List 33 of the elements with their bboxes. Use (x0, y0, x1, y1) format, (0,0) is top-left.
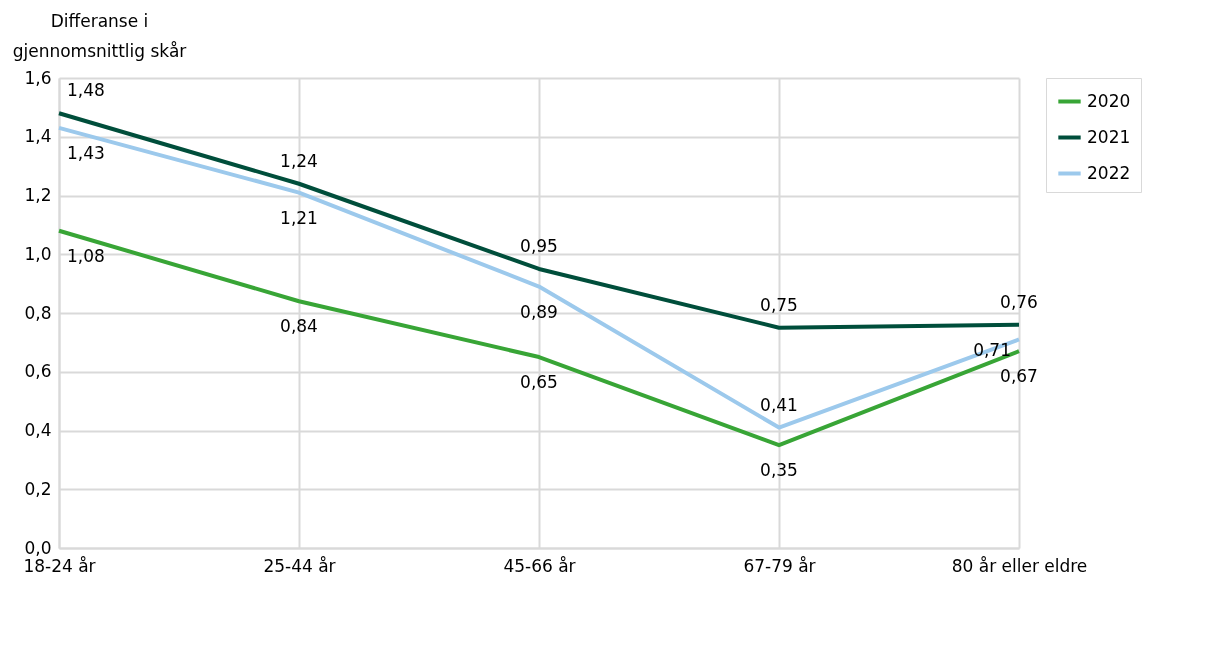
y-tick-label: 0,2 (24, 478, 52, 499)
y-tick-label: 1,2 (24, 185, 52, 205)
data-label: 1,08 (67, 245, 105, 266)
y-axis-title: Differanse i gjennomsnittlig skår (12, 10, 187, 61)
y-tick-label: 0,0 (24, 537, 52, 558)
x-tick-label: 45-66 år (503, 555, 576, 576)
data-label: 0,89 (520, 301, 558, 322)
y-tick-label: 0,8 (24, 302, 52, 323)
x-tick-label: 25-44 år (263, 555, 336, 576)
legend-label: 2020 (1087, 90, 1131, 111)
x-tick-label: 80 år eller eldre (951, 555, 1088, 576)
data-label: 0,35 (760, 460, 798, 481)
data-label: 0,75 (760, 294, 798, 315)
y-tick-label: 1,0 (24, 243, 52, 264)
data-label: 1,24 (280, 150, 318, 171)
data-label: 0,41 (760, 394, 798, 415)
y-tick-label: 0,4 (24, 420, 52, 440)
data-label: 0,76 (1000, 291, 1038, 312)
data-label: 0,95 (520, 235, 558, 256)
y-tick-label: 1,6 (24, 67, 52, 88)
x-tick-label: 18-24 år (23, 555, 96, 576)
y-tick-label: 1,4 (24, 126, 52, 147)
x-tick-label: 67-79 år (743, 555, 816, 576)
legend-label: 2022 (1087, 162, 1131, 183)
data-label: 1,48 (67, 80, 105, 101)
data-label: 1,21 (280, 207, 318, 228)
data-label: 0,67 (1000, 366, 1038, 387)
y-tick-label: 0,6 (24, 361, 52, 382)
data-label: 1,43 (67, 142, 105, 163)
data-label: 0,65 (520, 372, 558, 393)
data-label: 0,84 (280, 316, 318, 337)
data-label: 0,71 (973, 340, 1011, 361)
legend-label: 2021 (1087, 126, 1131, 147)
